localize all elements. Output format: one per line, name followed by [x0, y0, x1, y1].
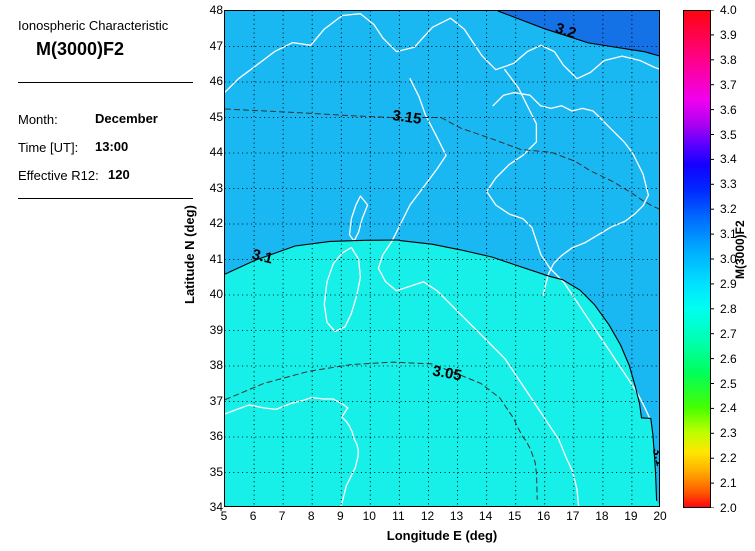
svg-text:3.15: 3.15: [391, 107, 422, 128]
